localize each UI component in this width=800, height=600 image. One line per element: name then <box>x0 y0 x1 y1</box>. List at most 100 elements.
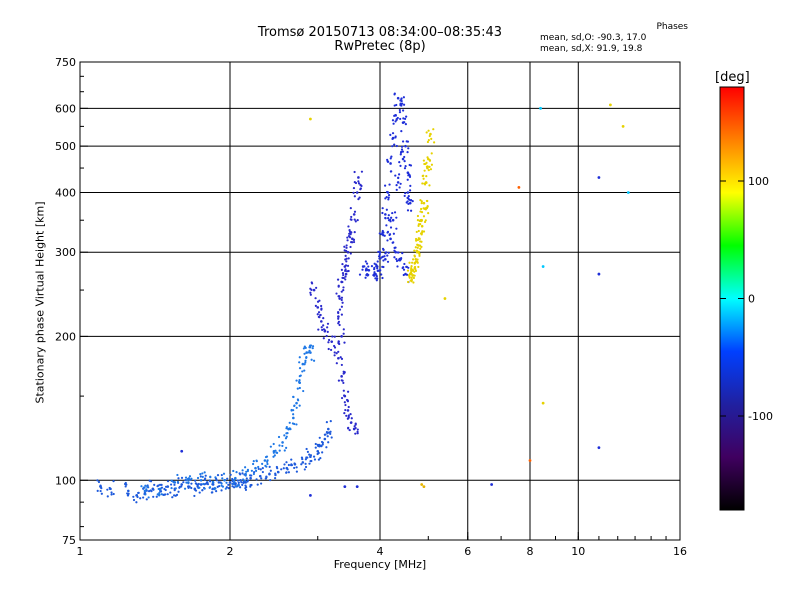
data-point <box>187 481 190 484</box>
data-point <box>322 317 325 320</box>
data-point <box>376 260 379 263</box>
data-point <box>311 345 315 348</box>
data-point <box>376 267 379 270</box>
data-point <box>347 414 350 417</box>
data-point <box>343 245 346 248</box>
data-point <box>422 207 425 210</box>
data-point <box>384 184 387 187</box>
data-point <box>302 347 305 350</box>
data-point <box>393 246 396 249</box>
data-point <box>346 409 350 412</box>
data-point <box>406 273 409 276</box>
data-point <box>402 117 405 120</box>
data-point <box>198 486 201 489</box>
outlier-point <box>309 493 312 497</box>
data-point <box>342 273 345 277</box>
data-point <box>342 389 345 392</box>
data-point <box>313 458 317 461</box>
data-point <box>350 218 353 221</box>
data-point <box>422 177 425 180</box>
data-point <box>381 265 384 268</box>
data-point <box>403 155 406 159</box>
data-point <box>423 183 427 186</box>
data-point <box>304 462 307 465</box>
data-point <box>408 201 412 205</box>
data-point <box>401 266 404 270</box>
data-point <box>399 102 402 105</box>
y-tick-label: 200 <box>55 330 76 343</box>
data-point <box>160 493 163 496</box>
data-point <box>303 352 306 355</box>
data-point <box>353 181 356 184</box>
data-point <box>415 249 418 252</box>
data-point <box>426 140 430 144</box>
data-point <box>316 449 320 453</box>
data-point <box>140 485 143 488</box>
data-point <box>345 257 348 260</box>
data-point <box>349 413 352 416</box>
data-point <box>196 476 200 480</box>
data-point <box>227 483 230 486</box>
data-point <box>306 450 309 453</box>
data-point <box>393 256 396 259</box>
data-point <box>220 482 223 485</box>
data-point <box>269 469 272 472</box>
data-point <box>414 260 418 263</box>
data-point <box>429 132 432 136</box>
data-point <box>309 454 313 457</box>
data-point <box>319 314 322 317</box>
data-point <box>173 481 176 484</box>
data-point <box>373 262 376 265</box>
data-point <box>208 479 211 482</box>
data-point <box>382 259 385 262</box>
data-point <box>385 195 388 199</box>
data-point <box>169 491 172 494</box>
data-point <box>382 231 385 234</box>
data-point <box>106 495 109 498</box>
data-point <box>412 276 416 280</box>
data-point <box>316 300 320 303</box>
data-point <box>393 114 396 117</box>
data-point <box>244 474 247 477</box>
data-point <box>406 209 410 212</box>
data-point <box>388 183 391 186</box>
data-point <box>422 159 425 162</box>
data-point <box>274 472 277 475</box>
data-point <box>352 240 356 244</box>
colorbar-tick-label: 100 <box>748 175 769 188</box>
data-point <box>152 495 155 498</box>
data-point <box>99 489 102 493</box>
data-point <box>385 190 389 194</box>
data-point <box>398 186 401 189</box>
data-point <box>433 141 436 144</box>
data-point <box>395 227 398 230</box>
data-point <box>321 328 324 332</box>
data-point <box>417 265 420 269</box>
data-point <box>327 427 330 431</box>
data-point <box>233 478 236 481</box>
data-point <box>292 395 295 399</box>
data-point <box>163 493 166 496</box>
data-point <box>402 109 405 112</box>
data-point <box>320 440 324 444</box>
data-point <box>295 401 298 405</box>
data-point <box>379 257 382 260</box>
outlier-point <box>309 117 312 121</box>
data-point <box>364 260 367 263</box>
colorbar-tick-label: 0 <box>748 293 755 306</box>
data-point <box>428 134 431 138</box>
data-point <box>174 487 177 490</box>
data-point <box>355 191 359 194</box>
data-point <box>399 164 402 167</box>
data-points <box>96 92 630 504</box>
data-point <box>345 414 348 417</box>
data-point <box>337 379 341 382</box>
data-point <box>413 270 416 273</box>
data-point <box>224 487 227 490</box>
data-point <box>169 483 173 486</box>
data-point <box>298 361 301 364</box>
data-point <box>340 298 343 302</box>
data-point <box>337 311 340 315</box>
data-point <box>386 239 389 242</box>
data-point <box>349 207 352 210</box>
